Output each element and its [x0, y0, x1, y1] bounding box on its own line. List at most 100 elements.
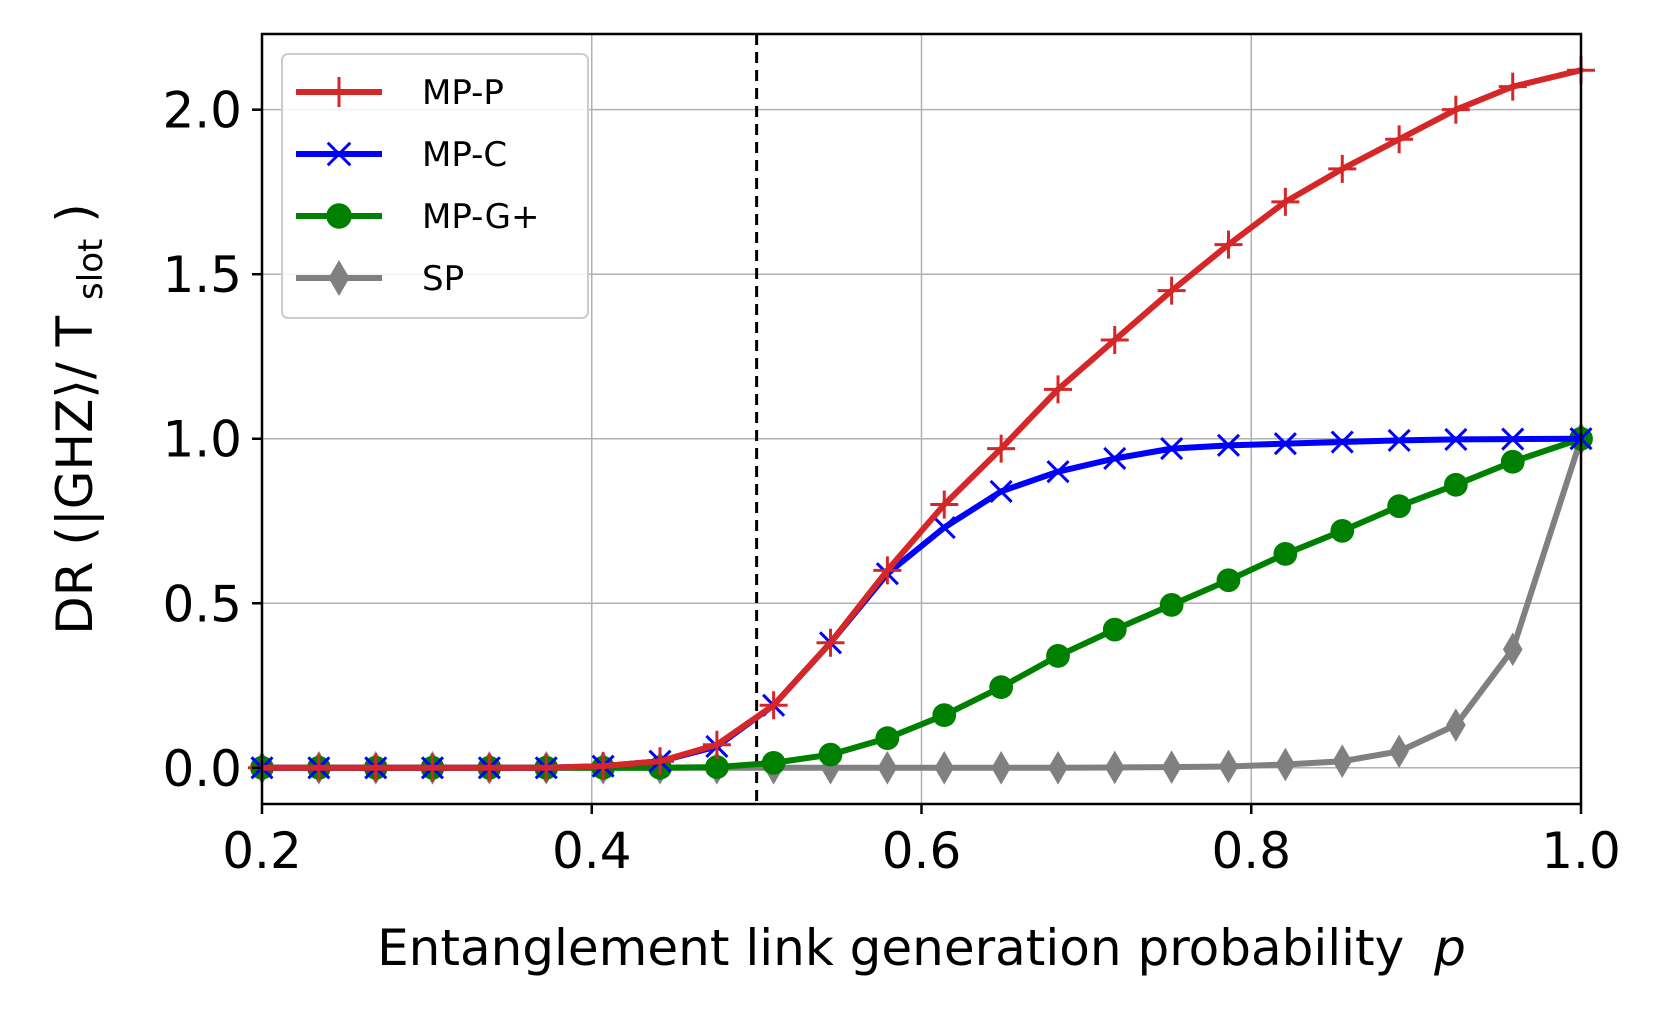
- data-point: [1502, 632, 1523, 667]
- x-tick-label: 0.2: [222, 822, 302, 880]
- data-point: [702, 730, 731, 759]
- data-point: [1498, 72, 1527, 101]
- data-point: [1216, 433, 1241, 457]
- marker-x-b: [1273, 432, 1297, 456]
- legend-marker: [324, 77, 354, 107]
- data-point: [1328, 154, 1357, 183]
- marker-x-b: [1501, 427, 1525, 451]
- legend-marker: [326, 141, 352, 167]
- y-axis-title: DR (|GHZ⟩/ T slot ): [46, 203, 114, 635]
- y-axis-title-close: ): [46, 203, 104, 223]
- data-point: [932, 703, 957, 728]
- marker-x-b: [1046, 460, 1070, 484]
- data-point: [1330, 518, 1355, 543]
- data-point: [532, 753, 561, 782]
- x-axis-variable: p: [1433, 919, 1466, 977]
- data-point: [1500, 449, 1525, 474]
- data-point: [1104, 750, 1125, 785]
- y-axis-title-text: DR (|GHZ⟩/ T: [46, 315, 104, 634]
- data-point: [877, 751, 898, 785]
- data-point: [873, 556, 902, 585]
- series-mp-p: [248, 56, 1595, 782]
- data-point: [1387, 428, 1411, 452]
- data-point: [1102, 617, 1127, 642]
- legend-marker: [326, 203, 352, 229]
- data-point: [1446, 708, 1466, 742]
- y-axis-title-subscript: slot: [71, 239, 111, 300]
- data-point: [1443, 472, 1468, 497]
- legend-marker: [328, 260, 350, 296]
- data-point: [934, 751, 955, 785]
- data-point: [1330, 430, 1354, 454]
- data-point: [1046, 644, 1070, 668]
- data-point: [589, 752, 618, 781]
- data-point: [1044, 375, 1073, 404]
- y-tick-label: 0.5: [162, 575, 242, 633]
- legend: MP-P MP-C MP-G+ SP: [281, 53, 589, 319]
- data-point: [989, 675, 1014, 700]
- data-point: [820, 751, 841, 785]
- data-point: [1048, 751, 1068, 785]
- data-point: [875, 726, 900, 751]
- legend-label: MP-P: [422, 73, 504, 113]
- marker-x-b: [1216, 433, 1241, 457]
- x-tick-label: 0.6: [882, 822, 962, 880]
- data-point: [1103, 446, 1127, 471]
- x-tick-label: 0.8: [1211, 822, 1291, 880]
- data-point: [1157, 276, 1186, 305]
- x-axis-title: Entanglement link generation probability…: [377, 919, 1466, 977]
- data-point: [1273, 542, 1298, 566]
- x-tick-label: 1.0: [1541, 822, 1621, 880]
- marker-x-b: [1444, 427, 1468, 451]
- data-point: [361, 753, 390, 782]
- ticks: 0.2 0.4 0.6 0.8 1.0 0.0 0.5 1.0 1.5 2.0: [162, 82, 1620, 880]
- data-point: [991, 751, 1011, 785]
- legend-item: MP-G+: [296, 197, 539, 237]
- plot-series: [248, 56, 1595, 785]
- legend-label: SP: [422, 259, 464, 299]
- data-point: [1275, 747, 1296, 782]
- data-point: [1385, 125, 1414, 154]
- data-point: [818, 742, 843, 767]
- data-point: [1332, 744, 1353, 779]
- data-point: [1160, 437, 1184, 461]
- data-point: [418, 753, 447, 782]
- legend-box: [281, 53, 589, 319]
- legend-item: MP-P: [296, 73, 504, 113]
- y-tick-label: 0.0: [162, 740, 242, 798]
- data-point: [1214, 230, 1243, 259]
- data-point: [1100, 326, 1129, 355]
- x-axis-title-text: Entanglement link generation probability: [377, 919, 1404, 977]
- data-point: [704, 755, 729, 780]
- data-point: [1501, 427, 1525, 451]
- data-point: [1046, 460, 1070, 484]
- marker-x-b: [1330, 430, 1354, 454]
- data-point: [816, 628, 845, 657]
- data-point: [932, 516, 956, 540]
- data-point: [1387, 494, 1412, 519]
- marker-x-b: [1160, 437, 1184, 461]
- data-point: [1216, 568, 1241, 593]
- y-tick-label: 1.0: [162, 411, 242, 469]
- marker-x-b: [932, 516, 956, 540]
- data-point: [1161, 750, 1182, 784]
- data-point: [475, 753, 504, 782]
- legend-label: MP-C: [422, 135, 507, 175]
- data-point: [989, 479, 1013, 503]
- data-point: [1271, 187, 1300, 216]
- data-point: [1389, 734, 1409, 769]
- legend-label: MP-G+: [422, 197, 539, 237]
- data-point: [930, 490, 959, 519]
- data-point: [1159, 593, 1184, 617]
- data-point: [1441, 95, 1470, 124]
- legend-item: MP-C: [296, 135, 507, 175]
- x-tick-label: 0.4: [552, 822, 632, 880]
- data-point: [761, 750, 786, 775]
- data-point: [1218, 749, 1239, 784]
- y-tick-label: 2.0: [162, 82, 242, 140]
- data-point: [304, 753, 333, 782]
- data-point: [1273, 432, 1297, 456]
- marker-x-b: [989, 479, 1013, 503]
- marker-x-b: [1103, 446, 1127, 471]
